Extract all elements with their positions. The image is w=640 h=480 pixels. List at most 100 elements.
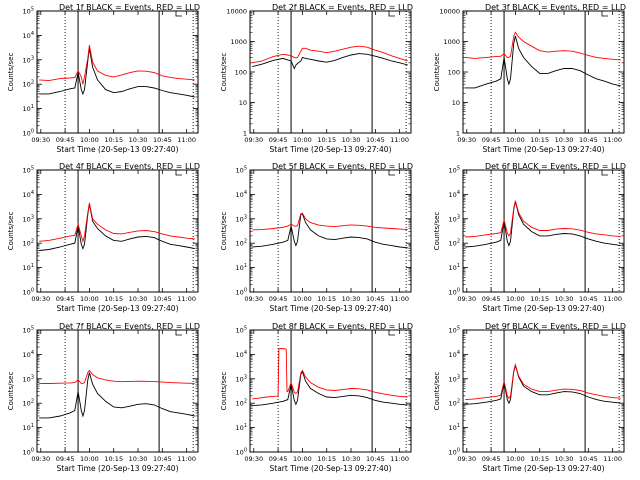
events-series-line [39,372,195,419]
y-tick-label: 1 [456,130,460,138]
x-tick-label: 09:45 [56,295,75,303]
events-series-line [465,201,621,248]
x-tick-label: 10:45 [579,455,598,463]
detector-panel-3: Det 3f BLACK = Events, RED = LLD Counts/s… [433,3,626,154]
y-tick-label: 100 [23,288,34,297]
detector-panel-8: Det 8f BLACK = Events, RED = LLD Counts/s… [220,322,413,473]
x-tick-label: 10:45 [153,295,172,303]
panel-title: Det 3f BLACK = Events, RED = LLD [485,3,626,12]
y-tick-label: 102 [236,399,247,408]
y-tick-label: 104 [236,190,247,199]
y-tick-label: 104 [23,190,34,199]
events-series-line [252,213,408,249]
detector-panel-9: Det 9f BLACK = Events, RED = LLD Counts/s… [433,322,626,473]
x-tick-label: 10:15 [104,455,123,463]
y-axis-label: Counts/sec [7,53,15,92]
y-tick-label: 101 [236,423,247,432]
x-axis-label: Start Time (20-Sep-13 09:27:40) [270,304,392,313]
x-tick-label: 10:30 [342,455,361,463]
x-tick-label: 10:45 [153,455,172,463]
x-tick-label: 09:30 [244,295,263,303]
lld-series-line [39,202,195,243]
lld-series-line [252,212,408,231]
x-tick-label: 09:30 [31,136,50,144]
events-series-line [39,204,195,251]
lld-series-line [465,31,621,61]
detector-panel-1: Det 1f BLACK = Events, RED = LLD Counts/s… [7,3,200,154]
legend-marker [388,330,395,336]
y-axis-label: Counts/sec [433,53,441,92]
y-tick-label: 100 [236,288,247,297]
x-tick-label: 09:30 [457,455,476,463]
y-tick-label: 105 [236,326,247,335]
plot-frame [249,329,412,453]
x-tick-label: 09:45 [269,455,288,463]
lld-series-line [39,45,195,85]
y-tick-label: 102 [23,239,34,248]
x-tick-label: 10:45 [366,455,385,463]
x-tick-label: 10:30 [129,136,148,144]
x-tick-label: 10:00 [80,295,99,303]
x-tick-label: 10:15 [530,295,549,303]
x-tick-label: 09:45 [56,136,75,144]
x-tick-label: 11:00 [603,455,622,463]
y-tick-label: 105 [449,166,460,175]
panel-title: Det 9f BLACK = Events, RED = LLD [485,322,626,331]
y-tick-label: 102 [23,399,34,408]
x-tick-label: 10:30 [555,455,574,463]
events-series-line [465,363,621,405]
legend-marker [175,11,182,17]
legend-marker [601,170,608,176]
y-tick-label: 102 [449,399,460,408]
lld-series-line [252,348,408,400]
x-tick-label: 10:30 [129,455,148,463]
panel-title: Det 8f BLACK = Events, RED = LLD [272,322,413,331]
lld-series-line [465,363,621,401]
y-tick-label: 101 [23,263,34,272]
panel-title: Det 2f BLACK = Events, RED = LLD [272,3,413,12]
y-tick-label: 100 [449,448,460,457]
y-tick-label: 103 [23,214,34,223]
y-axis-label: Counts/sec [7,372,15,411]
legend-marker [175,170,182,176]
x-tick-label: 10:00 [80,136,99,144]
plot-frame [36,169,199,293]
lld-series-line [39,369,195,384]
legend-marker [601,11,608,17]
x-tick-label: 09:30 [457,295,476,303]
x-tick-label: 11:00 [177,136,196,144]
x-tick-label: 11:00 [603,136,622,144]
x-tick-label: 10:30 [342,295,361,303]
events-series-line [252,53,408,70]
y-tick-label: 105 [23,326,34,335]
x-tick-label: 10:30 [555,295,574,303]
lld-series-line [465,200,621,238]
y-tick-label: 100 [448,69,460,77]
y-tick-label: 103 [23,55,34,64]
x-tick-label: 09:45 [269,295,288,303]
x-axis-label: Start Time (20-Sep-13 09:27:40) [270,145,392,154]
y-tick-label: 101 [23,104,34,113]
y-tick-label: 100 [449,288,460,297]
y-axis-label: Counts/sec [220,372,228,411]
x-tick-label: 10:00 [506,455,525,463]
y-tick-label: 105 [449,326,460,335]
x-tick-label: 11:00 [177,295,196,303]
plot-frame [462,329,625,453]
x-axis-label: Start Time (20-Sep-13 09:27:40) [57,145,179,154]
panel-title: Det 4f BLACK = Events, RED = LLD [59,162,200,171]
x-tick-label: 09:45 [56,455,75,463]
x-tick-label: 09:45 [269,136,288,144]
detector-panel-4: Det 4f BLACK = Events, RED = LLD Counts/s… [7,162,200,313]
x-tick-label: 11:00 [390,136,409,144]
y-tick-label: 100 [23,129,34,138]
x-tick-label: 10:15 [530,455,549,463]
y-axis-label: Counts/sec [433,212,441,251]
y-axis-label: Counts/sec [220,212,228,251]
x-axis-label: Start Time (20-Sep-13 09:27:40) [270,464,392,473]
x-tick-label: 10:00 [506,295,525,303]
y-tick-label: 105 [236,166,247,175]
detector-panel-5: Det 5f BLACK = Events, RED = LLD Counts/s… [220,162,413,313]
y-tick-label: 104 [23,31,34,40]
x-tick-label: 10:45 [153,136,172,144]
